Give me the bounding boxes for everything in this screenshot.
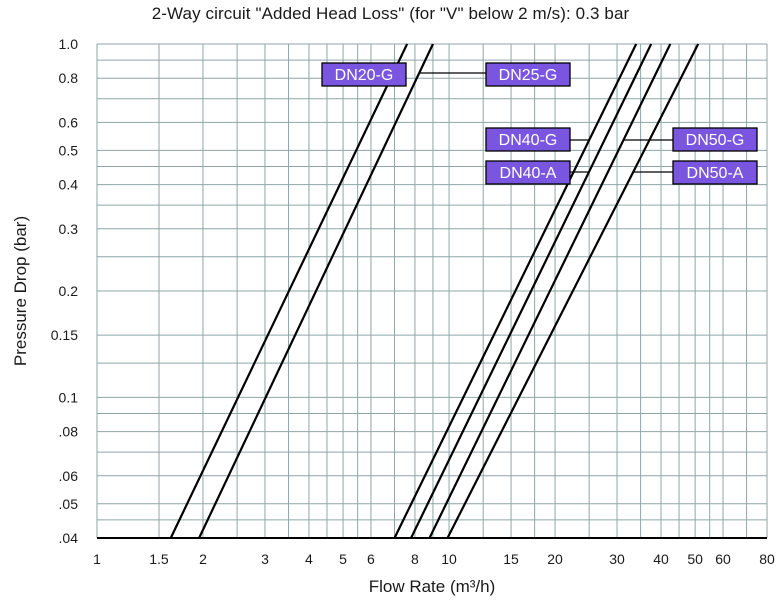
series-line-dn40-a	[410, 43, 653, 539]
x-tick-label: 40	[653, 551, 669, 567]
y-tick-label: .06	[59, 468, 79, 484]
y-tick-label: 0.8	[59, 70, 79, 86]
callout-dn40-a: DN40-A	[485, 160, 589, 185]
callout-box	[485, 127, 571, 152]
callout-box	[485, 160, 571, 185]
x-tick-label: 3	[261, 551, 269, 567]
y-tick-label: 0.6	[59, 114, 79, 130]
series-name-label: DN25-G	[499, 67, 558, 84]
series-name-label: DN50-G	[686, 132, 745, 149]
y-tick-label: 0.4	[59, 177, 79, 193]
x-tick-labels: 1 1.5 2 3 4 5 6 8 10 15 20 30 40 50 60 80	[93, 551, 775, 567]
x-tick-label: 1.5	[149, 551, 169, 567]
y-tick-label: 0.3	[59, 221, 79, 237]
y-tick-label: 1.0	[59, 36, 79, 52]
callout-box	[485, 62, 571, 87]
y-tick-label: 0.2	[59, 283, 79, 299]
callout-dn40-g: DN40-G	[485, 127, 590, 152]
y-tick-label: 0.5	[59, 142, 79, 158]
y-axis-label: Pressure Drop (bar)	[11, 216, 30, 366]
callout-box	[321, 62, 407, 87]
series-name-label: DN50-A	[687, 165, 744, 182]
callout-dn20-g: DN20-G	[321, 62, 407, 87]
series-name-label: DN20-G	[335, 67, 394, 84]
series-line-dn40-g	[393, 43, 638, 539]
callout-box	[672, 160, 758, 185]
chart-title: 2-Way circuit "Added Head Loss" (for "V"…	[151, 4, 630, 23]
x-tick-label: 4	[305, 551, 313, 567]
y-tick-label: 0.1	[59, 389, 79, 405]
x-axis-label: Flow Rate (m³/h)	[369, 577, 496, 596]
x-tick-label: 6	[367, 551, 375, 567]
y-tick-label: .08	[59, 424, 79, 440]
series-callouts: DN20-G DN25-G DN40-G DN40-A DN50-G DN50-A	[321, 62, 758, 185]
x-tick-label: 15	[503, 551, 519, 567]
series-name-label: DN40-G	[499, 132, 558, 149]
x-tick-label: 50	[687, 551, 703, 567]
grid	[96, 43, 768, 539]
y-tick-label: 0.15	[51, 327, 78, 343]
callout-dn50-a: DN50-A	[633, 160, 758, 185]
x-tick-label: 2	[199, 551, 207, 567]
x-tick-label: 80	[759, 551, 775, 567]
series-line-dn25-g	[198, 43, 434, 539]
series-line-dn20-g	[169, 43, 409, 539]
series-line-dn50-a	[446, 43, 700, 539]
series-line-dn50-g	[428, 43, 672, 539]
callout-dn25-g: DN25-G	[419, 62, 571, 87]
x-tick-label: 60	[715, 551, 731, 567]
callout-dn50-g: DN50-G	[623, 127, 758, 152]
x-tick-label: 8	[411, 551, 419, 567]
callout-box	[672, 127, 758, 152]
x-tick-label: 20	[547, 551, 563, 567]
x-tick-label: 1	[93, 551, 101, 567]
y-tick-labels: 1.0 0.8 0.6 0.5 0.4 0.3 0.2 0.15 0.1 .08 .06 .05 .04	[51, 36, 78, 546]
x-tick-label: 30	[609, 551, 625, 567]
y-tick-label: .05	[59, 496, 79, 512]
series-name-label: DN40-A	[500, 165, 557, 182]
x-tick-label: 10	[441, 551, 457, 567]
series-lines	[169, 43, 700, 539]
y-tick-label: .04	[59, 530, 79, 546]
x-tick-label: 5	[339, 551, 347, 567]
